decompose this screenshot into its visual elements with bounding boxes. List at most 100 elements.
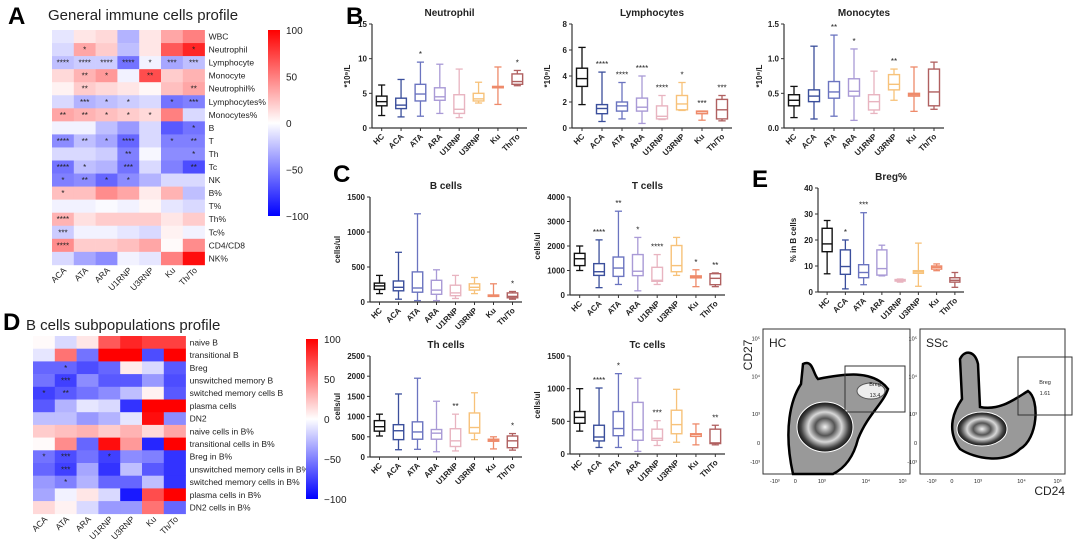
- heatmap-cell: [52, 147, 75, 161]
- x-tick-label: HC: [817, 296, 832, 311]
- heatmap-cell: [139, 30, 162, 44]
- box-ata: [411, 213, 424, 302]
- y-tick-label: 4: [563, 72, 568, 81]
- heatmap-cell: [161, 82, 184, 96]
- heatmap-a: WBC* * Neutrophil**** **** **** **** * *** *** Ly…: [49, 26, 309, 293]
- colorbar: [268, 30, 280, 216]
- heatmap-cell: [76, 450, 99, 464]
- significance-mark: *: [617, 362, 620, 371]
- heatmap-cell: [73, 225, 96, 240]
- iqr-box: [449, 284, 462, 297]
- heatmap-cell: [139, 95, 162, 109]
- significance-mark: ****: [100, 59, 112, 68]
- heatmap-cell: [95, 69, 118, 83]
- box-aca: ****: [593, 228, 605, 289]
- heatmap-cell: [161, 147, 184, 161]
- heatmap-cell: [76, 437, 99, 451]
- heatmap-cell: [54, 450, 77, 464]
- chart-title: Monocytes: [838, 8, 891, 19]
- significance-mark: ***: [859, 201, 868, 210]
- y-tick-label: 0: [809, 288, 814, 297]
- iqr-box: [575, 67, 589, 88]
- chart-title: T cells: [632, 181, 664, 192]
- row-label: DN2: [190, 414, 207, 424]
- significance-mark: ****: [122, 137, 134, 146]
- column-label: ATA: [72, 265, 90, 283]
- heatmap-cell: [54, 374, 77, 388]
- iqr-box: [468, 412, 481, 434]
- significance-mark: **: [60, 111, 66, 120]
- significance-mark: ***: [167, 59, 176, 68]
- heatmap-cell: [54, 437, 77, 451]
- chart-title: Breg%: [875, 172, 907, 183]
- row-label: naive B: [190, 337, 219, 347]
- box-u3rnp: [468, 392, 481, 441]
- x-tick-label: -10³: [927, 479, 937, 485]
- x-tick-label: ACA: [831, 296, 850, 315]
- heatmap-cell: [182, 238, 205, 253]
- heatmap-cell: [117, 43, 140, 57]
- heatmap-cell: [163, 348, 186, 362]
- heatmap-cell: [139, 212, 162, 227]
- box-hc: [787, 85, 801, 119]
- heatmap-cell: [182, 95, 205, 109]
- row-label: Tc%: [209, 227, 226, 237]
- iqr-box: [847, 78, 861, 97]
- box-ata: **: [827, 23, 841, 117]
- significance-mark: *: [170, 137, 173, 146]
- heatmap-cell: [54, 386, 77, 400]
- iqr-box: [631, 253, 644, 277]
- significance-mark: ****: [651, 243, 663, 252]
- row-label: NK: [209, 175, 221, 185]
- y-tick-label: 10: [358, 55, 367, 64]
- heatmap-cell: [73, 82, 96, 96]
- heatmap-cell: [95, 121, 118, 135]
- box-ku: [487, 436, 500, 450]
- y-axis-label: cells/ul: [333, 393, 342, 420]
- iqr-box: [675, 94, 689, 111]
- heatmap-cell: [139, 147, 162, 161]
- significance-mark: **: [891, 57, 897, 66]
- x-tick-label: ATA: [408, 132, 425, 149]
- box-u1rnp: [453, 68, 466, 119]
- heatmap-cell: [139, 199, 162, 213]
- significance-mark: *: [127, 98, 130, 107]
- x-tick-label: U3RNP: [655, 299, 681, 325]
- iqr-box: [821, 227, 833, 253]
- chart-title: Th cells: [427, 340, 465, 351]
- box-ata: [411, 377, 424, 450]
- heatmap-cell: [73, 160, 96, 174]
- heatmap-cell: [52, 199, 75, 213]
- significance-mark: **: [615, 199, 621, 208]
- iqr-box: [392, 280, 405, 292]
- heatmap-cell: [161, 238, 184, 253]
- y-tick-label: 1.5: [768, 20, 780, 29]
- heatmap-cell: [52, 238, 75, 253]
- boxplot-th-cells: Th cells 0 500 1000 1500 2000 2500 cells/ul HC AC…: [333, 340, 522, 487]
- density-contour-core: [956, 411, 1008, 447]
- boxplot-lymphocytes: Lymphocytes02468*10⁹/LHC****ACA****ATA**…: [543, 8, 732, 158]
- heatmap-cell: [161, 212, 184, 227]
- significance-mark: *: [83, 163, 86, 172]
- heatmap-cell: [182, 173, 205, 187]
- significance-mark: ****: [596, 60, 608, 69]
- significance-mark: *: [170, 98, 173, 107]
- iqr-box: [593, 424, 606, 442]
- heatmap-cell: [95, 30, 118, 44]
- gate-percentage: 1.61: [1040, 391, 1051, 397]
- heatmap-cell: [120, 399, 143, 413]
- significance-mark: *: [694, 258, 697, 267]
- significance-mark: ****: [57, 215, 69, 224]
- heatmap-cell: [163, 361, 186, 375]
- heatmap-cell: [52, 108, 75, 122]
- heatmap-cell: [54, 348, 77, 362]
- significance-mark: *: [511, 280, 514, 289]
- heatmap-cell: [161, 121, 184, 135]
- heatmap-cell: [182, 134, 205, 148]
- colorbar-tick-label: −100: [286, 212, 309, 223]
- heatmap-cell: [163, 412, 186, 426]
- significance-mark: ***: [697, 99, 706, 108]
